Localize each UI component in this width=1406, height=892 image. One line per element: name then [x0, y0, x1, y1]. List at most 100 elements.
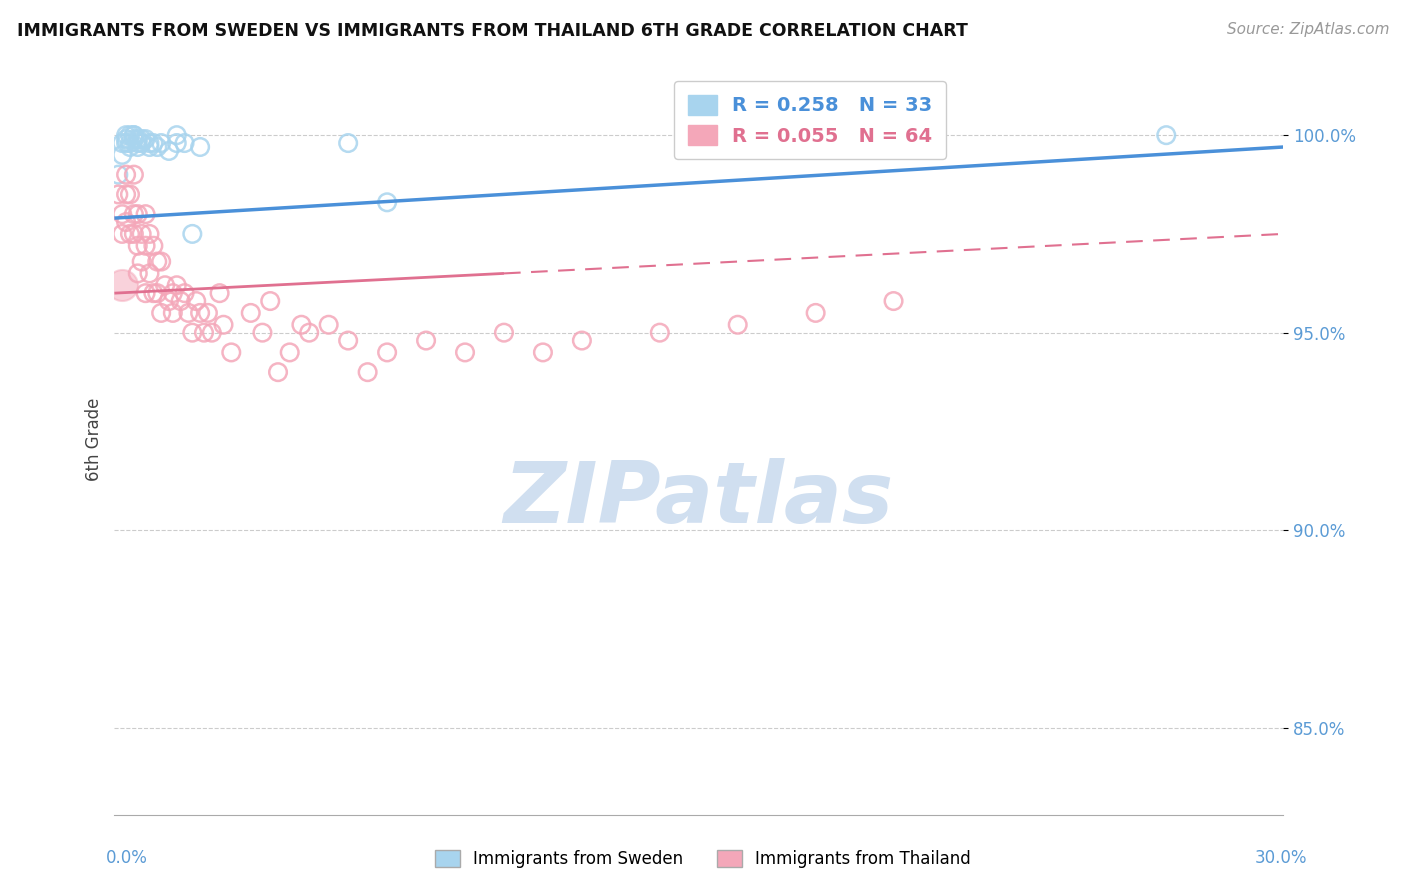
Point: [454, 345, 477, 359]
Point: [162, 286, 184, 301]
Point: [127, 207, 149, 221]
Point: [122, 168, 145, 182]
Point: [157, 144, 180, 158]
Point: [177, 306, 200, 320]
Point: [212, 318, 235, 332]
Text: IMMIGRANTS FROM SWEDEN VS IMMIGRANTS FROM THAILAND 6TH GRADE CORRELATION CHART: IMMIGRANTS FROM SWEDEN VS IMMIGRANTS FRO…: [17, 22, 967, 40]
Point: [127, 267, 149, 281]
Point: [118, 140, 141, 154]
Point: [492, 326, 515, 340]
Point: [298, 326, 321, 340]
Point: [208, 286, 231, 301]
Point: [122, 227, 145, 241]
Point: [142, 286, 165, 301]
Y-axis label: 6th Grade: 6th Grade: [86, 398, 103, 481]
Point: [727, 318, 749, 332]
Point: [135, 239, 157, 253]
Point: [131, 227, 153, 241]
Point: [127, 136, 149, 150]
Point: [169, 294, 191, 309]
Point: [804, 136, 827, 150]
Point: [111, 207, 134, 221]
Point: [118, 187, 141, 202]
Point: [162, 306, 184, 320]
Point: [186, 294, 208, 309]
Point: [138, 136, 160, 150]
Legend: Immigrants from Sweden, Immigrants from Thailand: Immigrants from Sweden, Immigrants from …: [429, 843, 977, 875]
Point: [111, 278, 134, 293]
Point: [115, 168, 138, 182]
Point: [188, 306, 211, 320]
Point: [122, 128, 145, 143]
Point: [150, 306, 173, 320]
Point: [118, 128, 141, 143]
Point: [197, 306, 219, 320]
Point: [239, 306, 262, 320]
Point: [188, 140, 211, 154]
Point: [267, 365, 290, 379]
Point: [111, 136, 134, 150]
Point: [138, 140, 160, 154]
Point: [415, 334, 437, 348]
Point: [115, 215, 138, 229]
Point: [181, 227, 204, 241]
Point: [571, 334, 593, 348]
Point: [138, 267, 160, 281]
Point: [173, 286, 195, 301]
Point: [290, 318, 312, 332]
Point: [146, 140, 169, 154]
Point: [150, 254, 173, 268]
Point: [337, 334, 360, 348]
Point: [135, 132, 157, 146]
Text: 30.0%: 30.0%: [1256, 849, 1308, 867]
Point: [173, 136, 195, 150]
Point: [146, 254, 169, 268]
Point: [375, 345, 398, 359]
Point: [107, 187, 129, 202]
Point: [115, 187, 138, 202]
Point: [356, 365, 378, 379]
Point: [127, 239, 149, 253]
Point: [138, 227, 160, 241]
Point: [135, 207, 157, 221]
Point: [157, 294, 180, 309]
Point: [375, 195, 398, 210]
Point: [115, 128, 138, 143]
Point: [201, 326, 224, 340]
Point: [166, 278, 188, 293]
Point: [1154, 128, 1177, 143]
Point: [131, 136, 153, 150]
Point: [883, 294, 905, 309]
Point: [259, 294, 281, 309]
Point: [181, 326, 204, 340]
Point: [252, 326, 274, 340]
Point: [111, 227, 134, 241]
Point: [135, 286, 157, 301]
Point: [318, 318, 340, 332]
Point: [122, 132, 145, 146]
Point: [146, 286, 169, 301]
Point: [142, 136, 165, 150]
Point: [115, 136, 138, 150]
Point: [111, 148, 134, 162]
Point: [107, 168, 129, 182]
Point: [131, 254, 153, 268]
Point: [127, 140, 149, 154]
Text: Source: ZipAtlas.com: Source: ZipAtlas.com: [1226, 22, 1389, 37]
Point: [153, 278, 176, 293]
Point: [122, 128, 145, 143]
Point: [337, 136, 360, 150]
Point: [150, 136, 173, 150]
Text: ZIPatlas: ZIPatlas: [503, 458, 894, 541]
Point: [118, 227, 141, 241]
Point: [166, 136, 188, 150]
Point: [122, 207, 145, 221]
Point: [118, 136, 141, 150]
Point: [127, 132, 149, 146]
Point: [193, 326, 215, 340]
Point: [219, 345, 242, 359]
Text: 0.0%: 0.0%: [105, 849, 148, 867]
Point: [531, 345, 554, 359]
Point: [131, 132, 153, 146]
Point: [166, 128, 188, 143]
